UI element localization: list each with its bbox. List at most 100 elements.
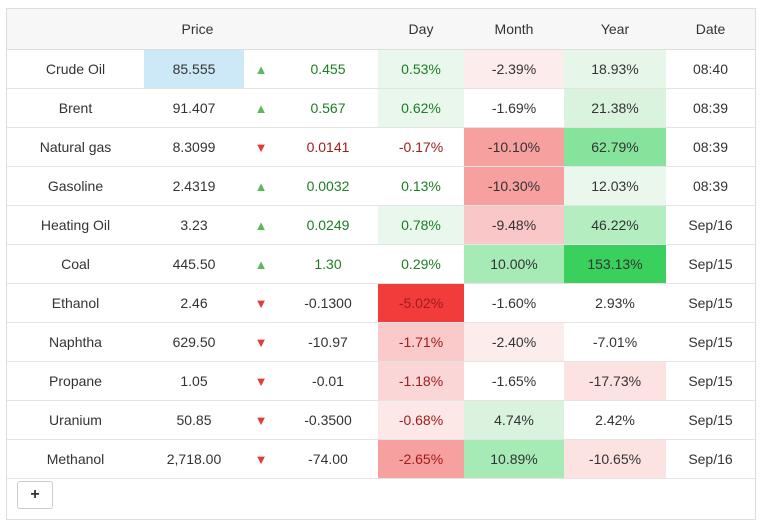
commodity-name-value: Uranium: [49, 412, 102, 428]
day-change: 0.13%: [378, 166, 464, 206]
header-row: Price Day Month Year Date: [7, 9, 755, 50]
commodity-name-value: Methanol: [46, 451, 105, 467]
commodity-name: Methanol: [7, 439, 144, 479]
day-change: 0.53%: [378, 49, 464, 89]
year-change-value: 18.93%: [591, 61, 639, 77]
header-date[interactable]: Date: [666, 9, 755, 50]
header-change[interactable]: [278, 9, 378, 50]
table-row[interactable]: Naphtha 629.50 ▼ -10.97 -1.71% -2.40% -7.01% Se…: [7, 322, 755, 362]
year-change: 62.79%: [564, 127, 666, 167]
price-change: -0.01: [278, 361, 378, 401]
table-row[interactable]: Gasoline 2.4319 ▲ 0.0032 0.13% -10.30% 12.03% 0…: [7, 166, 755, 206]
table-row[interactable]: Coal 445.50 ▲ 1.30 0.29% 10.00% 153.13% Sep/15: [7, 244, 755, 284]
year-change: 18.93%: [564, 49, 666, 89]
arrow-down-icon: ▼: [254, 335, 268, 350]
update-date-value: Sep/16: [688, 217, 733, 233]
commodity-name: Uranium: [7, 400, 144, 440]
day-change: -5.02%: [378, 283, 464, 323]
table-row[interactable]: Heating Oil 3.23 ▲ 0.0249 0.78% -9.48% 46.22% S…: [7, 205, 755, 245]
commodity-name-value: Propane: [49, 373, 102, 389]
commodity-name: Propane: [7, 361, 144, 401]
commodity-price: 8.3099: [144, 127, 244, 167]
commodity-price: 2,718.00: [144, 439, 244, 479]
direction-cell: ▲: [244, 244, 278, 284]
day-change: -2.65%: [378, 439, 464, 479]
commodity-name-value: Gasoline: [47, 178, 104, 194]
price-change: -0.3500: [278, 400, 378, 440]
month-change-value: -1.60%: [491, 295, 537, 311]
table-row[interactable]: Uranium 50.85 ▼ -0.3500 -0.68% 4.74% 2.42% Sep/…: [7, 400, 755, 440]
commodity-price-value: 2.46: [180, 295, 208, 311]
arrow-up-icon: ▲: [254, 257, 268, 272]
day-change: -0.68%: [378, 400, 464, 440]
header-price[interactable]: Price: [144, 9, 244, 50]
table-row[interactable]: Crude Oil 85.555 ▲ 0.455 0.53% -2.39% 18.93% 08…: [7, 49, 755, 89]
year-change: 2.42%: [564, 400, 666, 440]
month-change: -9.48%: [464, 205, 564, 245]
month-change-value: -1.69%: [491, 100, 537, 116]
year-change-value: 2.42%: [595, 412, 635, 428]
year-change: -10.65%: [564, 439, 666, 479]
commodity-price-value: 50.85: [176, 412, 212, 428]
day-change: 0.78%: [378, 205, 464, 245]
month-change-value: -10.30%: [487, 178, 541, 194]
month-change-value: -10.10%: [487, 139, 541, 155]
price-change-value: -10.97: [308, 334, 348, 350]
header-day[interactable]: Day: [378, 9, 464, 50]
add-row-button[interactable]: +: [17, 481, 53, 509]
direction-cell: ▼: [244, 400, 278, 440]
month-change: 10.89%: [464, 439, 564, 479]
price-change-value: 0.0249: [306, 217, 350, 233]
direction-cell: ▲: [244, 49, 278, 89]
table-row[interactable]: Propane 1.05 ▼ -0.01 -1.18% -1.65% -17.73% Sep/…: [7, 361, 755, 401]
update-date: Sep/15: [666, 244, 755, 284]
commodity-name: Gasoline: [7, 166, 144, 206]
arrow-up-icon: ▲: [254, 218, 268, 233]
header-year[interactable]: Year: [564, 9, 666, 50]
year-change: 21.38%: [564, 88, 666, 128]
year-change: 153.13%: [564, 244, 666, 284]
commodity-price-value: 85.555: [172, 61, 216, 77]
price-change-value: -0.01: [312, 373, 344, 389]
month-change: -10.10%: [464, 127, 564, 167]
direction-cell: ▲: [244, 88, 278, 128]
year-change-value: -17.73%: [588, 373, 642, 389]
year-change-value: 46.22%: [591, 217, 639, 233]
commodity-name-value: Naphtha: [49, 334, 102, 350]
commodity-price-value: 2.4319: [172, 178, 216, 194]
update-date-value: 08:39: [692, 100, 729, 116]
commodity-price-value: 91.407: [172, 100, 216, 116]
commodities-table: Price Day Month Year Date Crude Oil 85.55…: [7, 9, 755, 479]
year-change-value: 21.38%: [591, 100, 639, 116]
direction-cell: ▲: [244, 205, 278, 245]
direction-cell: ▼: [244, 127, 278, 167]
table-row[interactable]: Natural gas 8.3099 ▼ 0.0141 -0.17% -10.10% 62.…: [7, 127, 755, 167]
day-change: 0.29%: [378, 244, 464, 284]
day-change-value: -1.18%: [398, 373, 444, 389]
price-change-value: -0.3500: [304, 412, 352, 428]
price-change-value: -0.1300: [304, 295, 352, 311]
price-change: 0.0249: [278, 205, 378, 245]
header-name[interactable]: [7, 9, 144, 50]
header-month[interactable]: Month: [464, 9, 564, 50]
arrow-up-icon: ▲: [254, 179, 268, 194]
year-change-value: 153.13%: [587, 256, 643, 272]
commodity-price-value: 629.50: [172, 334, 216, 350]
year-change: -17.73%: [564, 361, 666, 401]
month-change: -1.69%: [464, 88, 564, 128]
day-change: -1.71%: [378, 322, 464, 362]
commodity-price: 91.407: [144, 88, 244, 128]
day-change-value: 0.13%: [401, 178, 441, 194]
arrow-down-icon: ▼: [254, 452, 268, 467]
day-change-value: 0.62%: [401, 100, 441, 116]
update-date: Sep/16: [666, 439, 755, 479]
month-change-value: 10.00%: [490, 256, 538, 272]
price-change: 0.567: [278, 88, 378, 128]
price-change: -0.1300: [278, 283, 378, 323]
table-row[interactable]: Brent 91.407 ▲ 0.567 0.62% -1.69% 21.38% 08:39: [7, 88, 755, 128]
commodity-price-value: 1.05: [180, 373, 208, 389]
commodity-name-value: Coal: [61, 256, 90, 272]
commodity-name: Ethanol: [7, 283, 144, 323]
table-row[interactable]: Methanol 2,718.00 ▼ -74.00 -2.65% 10.89% -10.6…: [7, 439, 755, 479]
table-row[interactable]: Ethanol 2.46 ▼ -0.1300 -5.02% -1.60% 2.93% Sep/…: [7, 283, 755, 323]
